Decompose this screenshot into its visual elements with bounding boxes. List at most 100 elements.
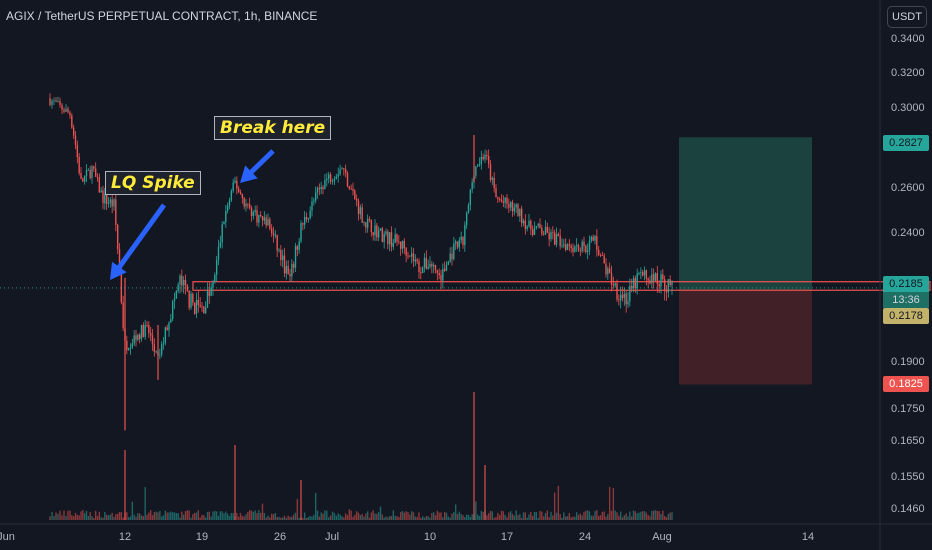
volume-bar <box>610 510 613 520</box>
candle <box>484 149 486 164</box>
candle <box>49 93 51 107</box>
annotation-break-here[interactable]: Break here <box>214 116 332 140</box>
candle <box>407 251 409 260</box>
volume-bar <box>557 485 560 520</box>
candle <box>469 188 472 211</box>
candle <box>151 328 154 351</box>
volume-bar <box>643 511 646 520</box>
candle <box>596 229 598 257</box>
volume-bar <box>535 511 538 520</box>
candle <box>175 289 178 300</box>
support-zone[interactable] <box>192 281 931 291</box>
candle <box>278 248 280 253</box>
volume-bar <box>276 517 278 520</box>
volume-bar <box>480 510 483 520</box>
volume-bar <box>660 513 662 520</box>
break-here-arrow[interactable] <box>240 149 275 183</box>
candle <box>138 332 141 344</box>
candle <box>542 230 545 236</box>
volume-bar <box>451 513 453 520</box>
volume-bar <box>177 513 179 520</box>
x-tick-label: 26 <box>274 531 286 543</box>
candle <box>221 221 223 249</box>
candle <box>318 183 321 196</box>
candle <box>632 275 635 293</box>
annotation-lq-spike[interactable]: LQ Spike <box>105 171 201 195</box>
candle <box>394 228 396 244</box>
volume-bar <box>564 516 567 520</box>
candle <box>432 262 435 274</box>
volume-bar <box>658 511 660 520</box>
volume-bar <box>248 510 251 520</box>
volume-bar <box>226 513 229 520</box>
volume-bar <box>539 510 541 520</box>
volume-bar <box>197 510 200 520</box>
candle <box>423 253 426 273</box>
volume-bar <box>645 512 648 520</box>
volume-bar <box>254 510 256 520</box>
currency-button[interactable]: USDT <box>887 6 927 28</box>
volume-bar <box>374 513 376 520</box>
candle <box>322 185 324 195</box>
candle <box>177 282 179 294</box>
volume-bar <box>425 516 428 520</box>
candle <box>155 350 157 354</box>
candle <box>98 173 101 193</box>
candle <box>113 198 115 211</box>
candle <box>57 96 59 103</box>
volume-bar <box>379 506 382 520</box>
volume-bar <box>467 514 470 520</box>
candle <box>280 245 282 266</box>
candle <box>636 268 638 295</box>
volume-bar <box>473 392 475 520</box>
volume-bar <box>138 513 141 520</box>
volume-bar <box>449 517 451 520</box>
volume-bar <box>409 514 411 520</box>
volume-bar <box>184 511 187 520</box>
candle <box>164 326 167 346</box>
candle <box>656 265 659 293</box>
candle <box>283 247 286 278</box>
candle <box>530 219 532 236</box>
volume-bar <box>517 515 519 520</box>
candle <box>453 236 455 261</box>
candle <box>454 239 457 250</box>
volume-bar <box>531 515 534 520</box>
candle <box>627 292 629 308</box>
volume-bar <box>311 516 313 520</box>
volume-bar <box>594 511 596 520</box>
candle <box>495 184 497 198</box>
volume-bar <box>654 510 657 520</box>
stop-loss-zone[interactable] <box>679 290 812 385</box>
candle <box>486 150 488 161</box>
volume-bar <box>322 513 324 520</box>
volume-bar <box>173 512 176 520</box>
candle <box>333 176 336 186</box>
volume-bar <box>261 503 264 520</box>
volume-bar <box>291 516 293 520</box>
volume-bar <box>281 517 284 520</box>
candle <box>199 297 201 308</box>
candle <box>374 219 376 241</box>
take-profit-zone[interactable] <box>679 137 812 291</box>
volume-bar <box>647 514 649 520</box>
volume-bar <box>407 512 409 520</box>
volume-bar <box>155 511 157 520</box>
candle <box>564 238 567 252</box>
candle <box>83 175 86 185</box>
volume-bar <box>372 510 374 520</box>
volume-bar <box>82 510 84 520</box>
volume-bar <box>109 514 112 520</box>
volume-bar <box>579 513 582 520</box>
volume-bar <box>401 511 404 520</box>
y-tick-label: 0.1650 <box>891 435 925 447</box>
lq-spike-arrow[interactable] <box>110 203 167 280</box>
volume-bar <box>300 480 302 520</box>
candle <box>173 292 176 309</box>
candle <box>225 205 227 228</box>
volume-bar <box>135 516 137 520</box>
candle <box>594 235 596 245</box>
volume-bar <box>625 513 627 520</box>
volume-bar <box>307 517 310 520</box>
